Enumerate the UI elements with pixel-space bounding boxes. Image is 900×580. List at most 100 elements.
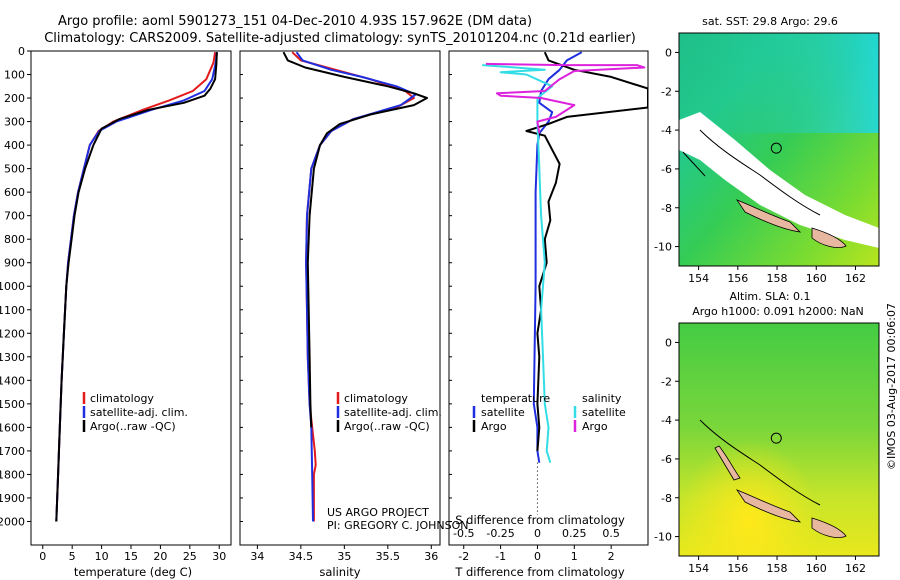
series-line-climatology xyxy=(291,51,415,522)
series-line-s-satellite xyxy=(482,64,554,463)
legend-s-argo: Argo xyxy=(582,420,608,433)
figure-title-line2: Climatology: CARS2009. Satellite-adjuste… xyxy=(44,31,636,46)
imos-credit: ©IMOS 03-Aug-2017 00:06:07 xyxy=(885,303,898,470)
x-tick-label: 20 xyxy=(153,550,167,563)
salinity-x-axis: 34 34.5 35 35.5 36 xyxy=(250,545,438,563)
difference-plot-frame xyxy=(448,50,649,546)
lon-tick-label: 162 xyxy=(845,272,866,285)
lon-tick-label: 158 xyxy=(767,562,788,575)
sla-coastline xyxy=(699,419,821,506)
legend-climatology: climatology xyxy=(90,392,154,405)
lat-tick-label: -8 xyxy=(661,492,672,505)
depth-tick-label: 400 xyxy=(4,139,25,152)
x-tick-label: 35 xyxy=(337,550,351,563)
legend-satellite: satellite-adj. clim. xyxy=(344,406,442,419)
x2-tick-label: -0.25 xyxy=(486,527,514,540)
x2-tick-label: 0.5 xyxy=(602,527,620,540)
depth-tick-label: 300 xyxy=(4,116,25,129)
lat-tick-label: -2 xyxy=(661,85,672,98)
s-difference-axis-label: S difference from climatology xyxy=(455,513,625,527)
sst-map xyxy=(678,32,880,267)
lat-tick-label: 0 xyxy=(665,46,672,59)
depth-tick-label: 2000 xyxy=(0,515,25,528)
depth-tick-label: 1200 xyxy=(0,327,25,340)
legend-argo: Argo(..raw -QC) xyxy=(344,420,430,433)
x-tick-label: 15 xyxy=(124,550,138,563)
sst-warm-area xyxy=(679,33,879,133)
depth-tick-label: 1900 xyxy=(0,492,25,505)
argo-location-marker xyxy=(770,432,782,444)
legend-t-satellite: satellite xyxy=(481,406,525,419)
lon-tick-label: 156 xyxy=(727,562,748,575)
depth-tick-label: 1400 xyxy=(0,374,25,387)
depth-tick-label: 0 xyxy=(18,45,25,58)
x-tick-label: 35.5 xyxy=(376,550,401,563)
x-tick-label: -1 xyxy=(495,550,506,563)
pi-label: PI: GREGORY C. JOHNSON xyxy=(327,519,468,532)
legend-s-satellite: satellite xyxy=(582,406,626,419)
sla-map-title-line2: Argo h1000: 0.091 h2000: NaN xyxy=(692,305,864,318)
x-tick-label: 34 xyxy=(250,550,264,563)
legend-satellite: satellite-adj. clim. xyxy=(90,406,188,419)
series-line-climatology xyxy=(55,52,217,522)
depth-tick-label: 1800 xyxy=(0,468,25,481)
sst-island xyxy=(735,199,802,233)
sla-map-title-line1: Altim. SLA: 0.1 xyxy=(729,290,810,303)
temperature-x-axis: 0 5 10 15 20 25 30 xyxy=(39,545,226,563)
depth-tick-label: 700 xyxy=(4,210,25,223)
x-tick-label: 25 xyxy=(183,550,197,563)
x-tick-label: 30 xyxy=(212,550,226,563)
series-line-t-argo xyxy=(525,51,648,451)
lon-tick-label: 154 xyxy=(688,272,709,285)
x-tick-label: 0 xyxy=(39,550,46,563)
lat-tick-label: 0 xyxy=(665,336,672,349)
x-tick-label: 10 xyxy=(95,550,109,563)
x-tick-label: 1 xyxy=(571,550,578,563)
argo-location-marker xyxy=(770,142,782,154)
lat-tick-label: -4 xyxy=(661,414,672,427)
x2-tick-label: 0 xyxy=(534,527,541,540)
x-tick-label: 0 xyxy=(534,550,541,563)
lat-tick-label: -10 xyxy=(654,531,672,544)
depth-axis: 0 100 200 300 400 500 600 700 800 900 1000 1100 1200… xyxy=(0,45,452,528)
lat-tick-label: -4 xyxy=(661,124,672,137)
sla-island xyxy=(714,445,741,481)
salinity-legend: climatology satellite-adj. clim. Argo(..… xyxy=(336,392,442,433)
depth-tick-label: 1500 xyxy=(0,398,25,411)
depth-tick-label: 1100 xyxy=(0,304,25,317)
temperature-plot-frame xyxy=(30,50,232,546)
sla-latitude-axis: 0 -2 -4 -6 -8 -10 xyxy=(654,336,679,544)
sla-island xyxy=(811,517,847,538)
depth-tick-label: 1700 xyxy=(0,445,25,458)
sla-map xyxy=(678,322,880,557)
series-line-satellite-adj-clim- xyxy=(55,52,218,522)
sst-cloud-mask xyxy=(679,112,879,248)
series-line-argo-raw-qc- xyxy=(282,51,428,428)
sst-map-title: sat. SST: 29.8 Argo: 29.6 xyxy=(702,15,838,28)
sst-map-frame xyxy=(678,32,880,267)
sst-latitude-axis: 0 -2 -4 -6 -8 -10 xyxy=(654,46,679,254)
project-label: US ARGO PROJECT xyxy=(327,506,429,519)
lat-tick-label: -6 xyxy=(661,163,672,176)
lon-tick-label: 156 xyxy=(727,272,748,285)
depth-tick-label: 100 xyxy=(4,69,25,82)
sla-longitude-axis: 154 156 158 160 162 xyxy=(688,556,866,575)
legend-header-temperature: temperature xyxy=(481,392,550,405)
lon-tick-label: 160 xyxy=(806,272,827,285)
sst-coastline xyxy=(682,151,706,177)
lon-tick-label: 162 xyxy=(845,562,866,575)
depth-tick-label: 1300 xyxy=(0,351,25,364)
lon-tick-label: 160 xyxy=(806,562,827,575)
series-line-argo-raw-qc- xyxy=(55,52,218,522)
salinity-plot-frame xyxy=(239,50,441,546)
figure-title-line1: Argo profile: aoml 5901273_151 04-Dec-20… xyxy=(58,14,532,29)
sla-island xyxy=(735,489,802,523)
salinity-axis-label: salinity xyxy=(319,565,360,579)
x-tick-label: 2 xyxy=(608,550,615,563)
legend-argo: Argo(..raw -QC) xyxy=(90,420,176,433)
difference-legend: temperature salinity satellite Argo sate… xyxy=(472,392,626,433)
sla-high-area xyxy=(679,323,879,556)
lon-tick-label: 154 xyxy=(688,562,709,575)
depth-tick-label: 900 xyxy=(4,257,25,270)
x2-tick-label: -0.5 xyxy=(453,527,474,540)
